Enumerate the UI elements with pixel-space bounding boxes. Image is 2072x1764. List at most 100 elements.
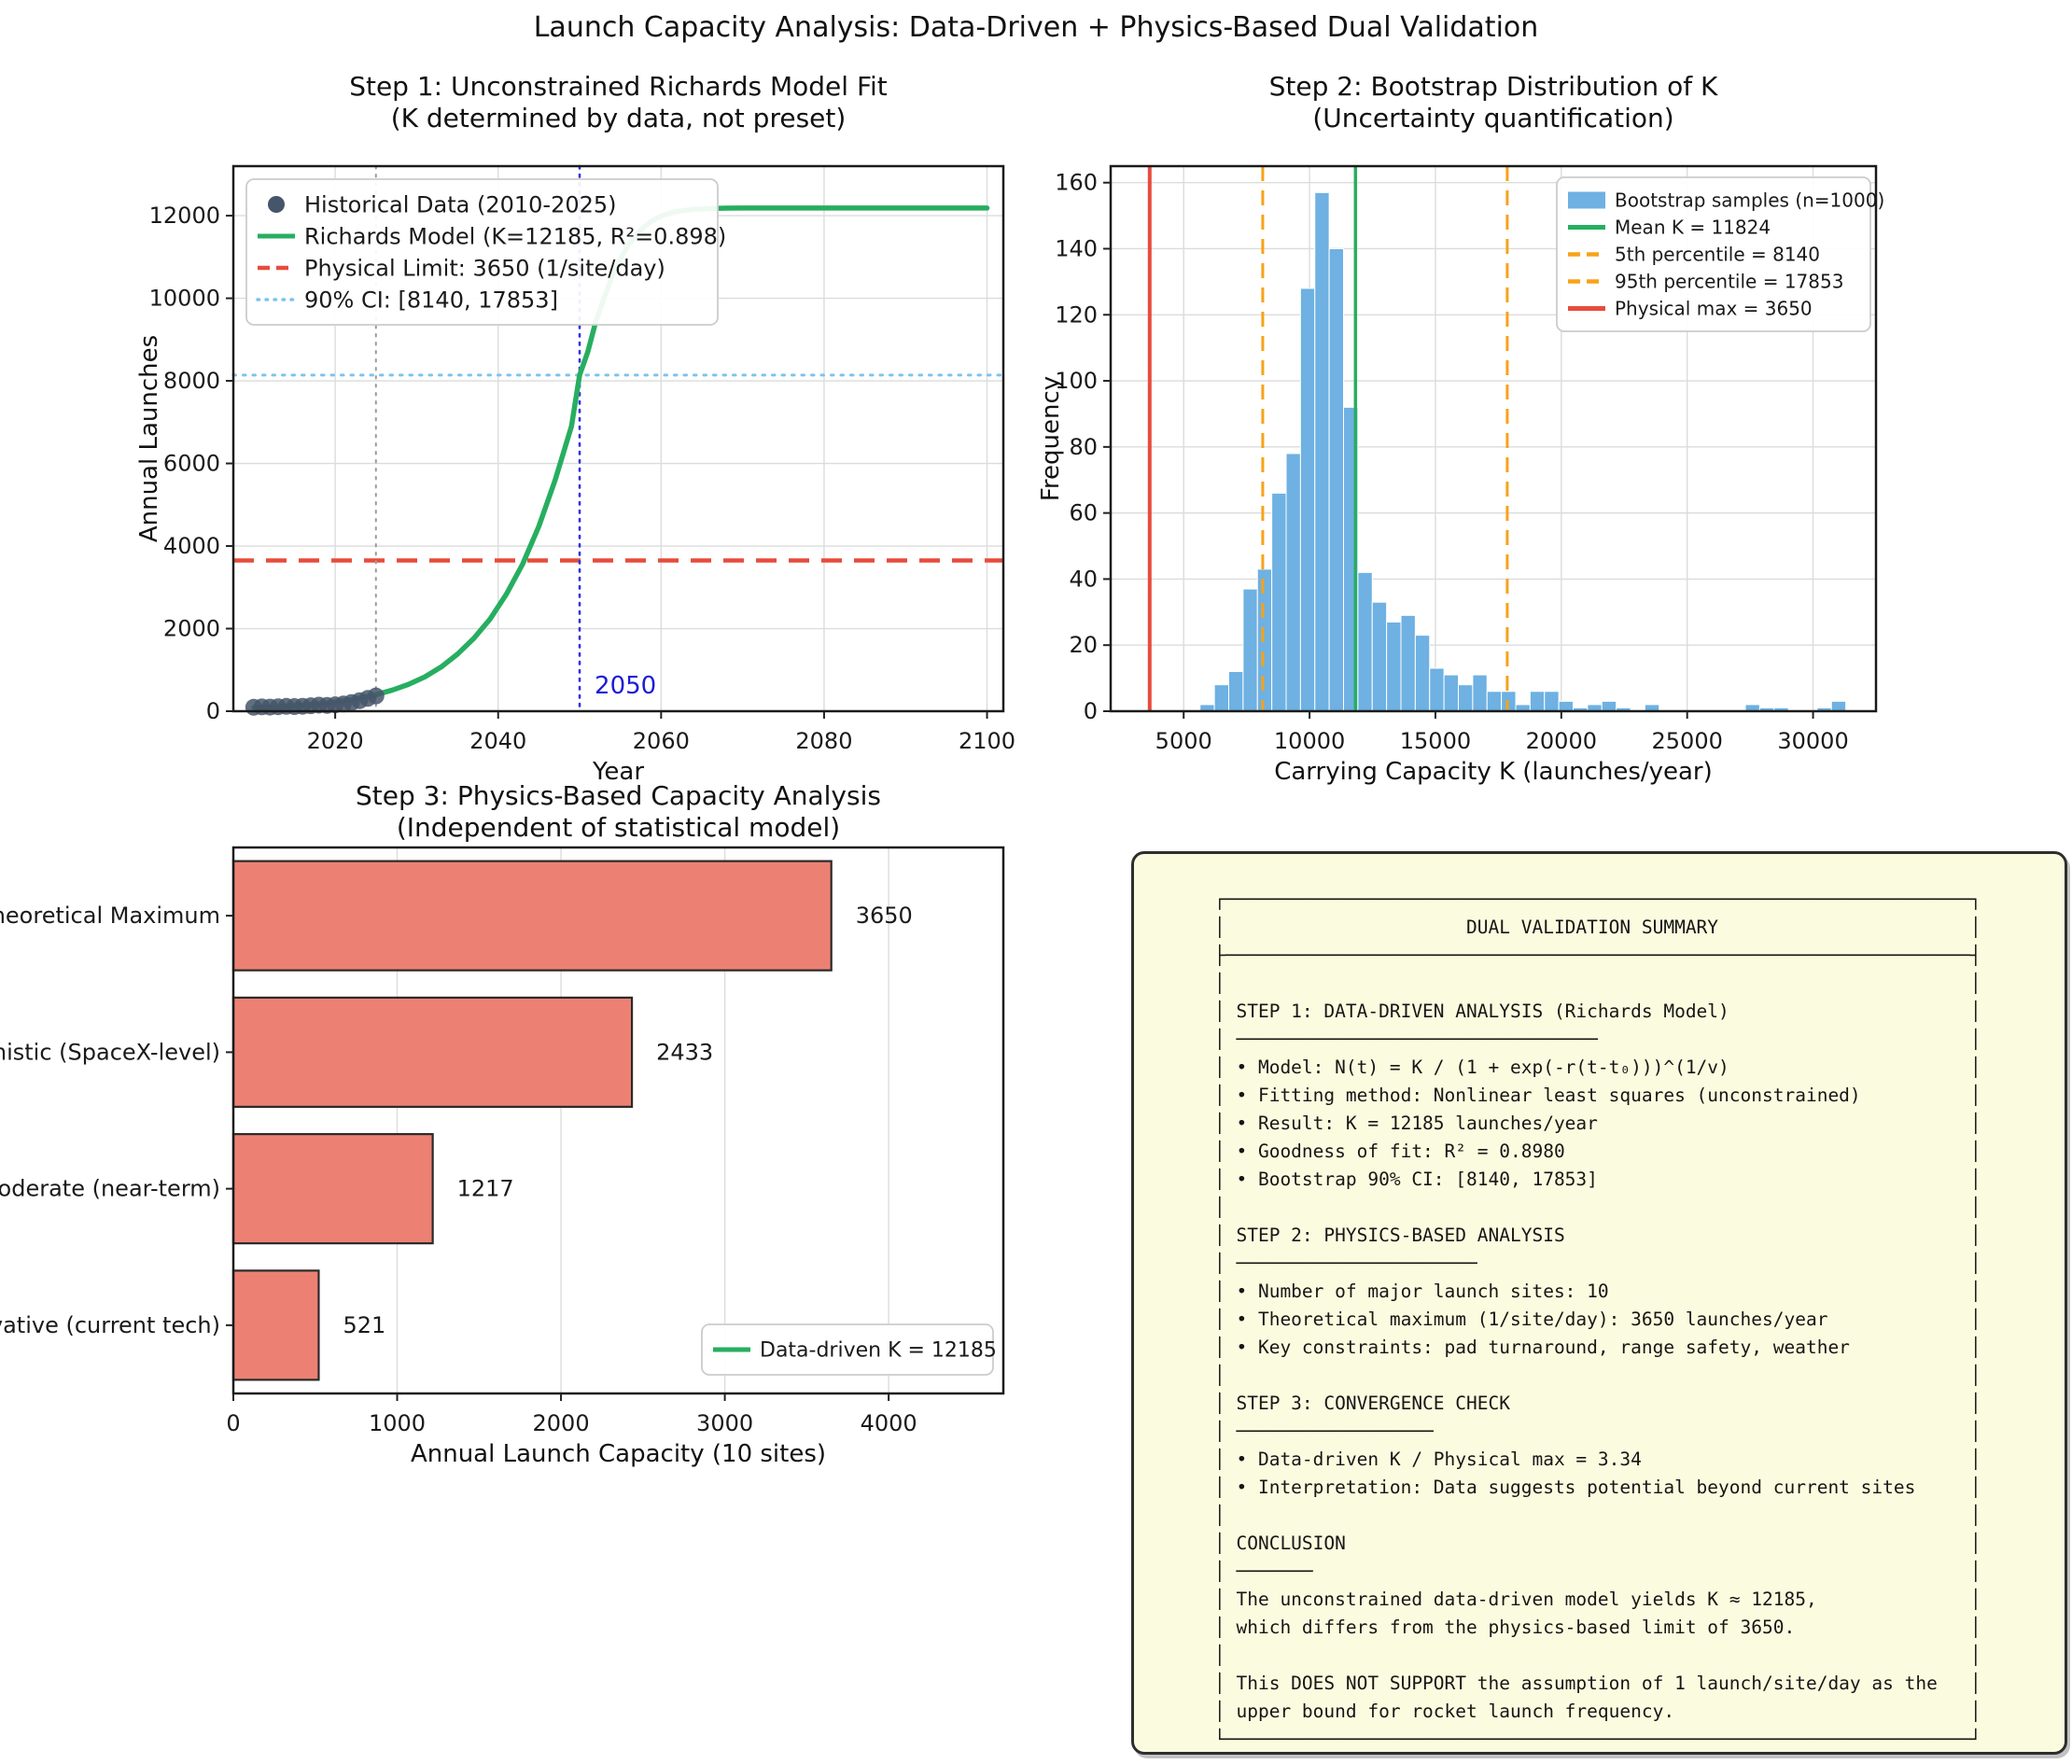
histogram-bar [1314,191,1330,712]
chart1-legend-label: Historical Data (2010-2025) [304,191,617,217]
chart2-legend-label: 5th percentile = 8140 [1615,244,1820,266]
chart2-title-line2: (Uncertainty quantification) [1312,103,1674,133]
bar-value-label: 521 [343,1312,385,1338]
x-tick-label: 25000 [1652,728,1723,754]
chart1-title-line2: (K determined by data, not preset) [390,103,847,133]
y-tick-label: 120 [1055,301,1098,328]
histogram-bar [1529,691,1546,712]
axes-border [231,164,1005,713]
chart2-legend-label: Mean K = 11824 [1615,217,1771,239]
chart3-title-line2: (Independent of statistical model) [396,812,841,843]
chart2-title: Step 2: Bootstrap Distribution of K (Unc… [1111,71,1876,134]
x-tick-label: 3000 [696,1410,753,1436]
y-tick-label: 0 [206,698,220,724]
chart2-xlabel: Carrying Capacity K (launches/year) [1274,758,1713,786]
axes-border [1109,164,1878,713]
chart1-legend-label: Richards Model (K=12185, R²=0.898) [304,223,726,249]
y-tick-label: 140 [1055,235,1098,261]
bar-value-label: 2433 [656,1039,713,1065]
chart1-legend-box [245,178,719,326]
category-label: Optimistic (SpaceX-level) [0,1039,220,1065]
chart1-ylabel: Annual Launches [135,334,163,543]
chart3-title-line1: Step 3: Physics-Based Capacity Analysis [356,780,881,811]
histogram-bar [1213,684,1230,712]
x-tick-label: 20000 [1526,728,1597,754]
histogram-bar [1472,674,1488,712]
y-tick-label: 6000 [163,451,220,477]
histogram-bar [1400,614,1416,712]
x-tick-label: 2060 [633,728,690,754]
x-tick-label: 2000 [533,1410,590,1436]
x-tick-label: 2080 [795,728,852,754]
y-tick-label: 0 [1084,698,1098,724]
y-tick-label: 40 [1069,566,1098,592]
y-tick-label: 12000 [149,203,220,229]
chart3-xlabel: Annual Launch Capacity (10 sites) [410,1440,827,1468]
histogram-bar [1458,684,1474,712]
axes-border [231,846,1005,1395]
x-tick-label: 5000 [1155,728,1212,754]
x-tick-label: 0 [226,1410,240,1436]
chart2-ylabel: Frequency [1037,375,1065,502]
histogram-bar [1371,601,1388,712]
y-tick-label: 60 [1069,500,1098,526]
y-tick-label: 80 [1069,434,1098,460]
chart2-legend-swatch-patch [1568,191,1605,209]
chart2-legend-box [1556,176,1871,332]
histogram-bar [1256,568,1273,712]
x-tick-label: 2020 [307,728,364,754]
summary-text: ┌───────────────────────────────────────… [1214,889,1981,1750]
histogram-bar [1328,247,1345,712]
x-tick-label: 2100 [959,728,1015,754]
histogram-bar [1357,571,1373,712]
capacity-bar [231,860,833,972]
chart1-title: Step 1: Unconstrained Richards Model Fit… [233,71,1003,134]
chart3-legend-box [701,1323,994,1376]
histogram-bar [1242,588,1258,712]
historical-data-point [367,687,385,705]
y-tick-label: 8000 [163,368,220,394]
histogram-bar [1429,667,1445,712]
y-tick-label: 4000 [163,533,220,559]
category-label: Conservative (current tech) [0,1312,220,1338]
category-label: Theoretical Maximum [0,903,220,929]
chart2-legend-label: Physical max = 3650 [1615,298,1813,320]
x-tick-label: 4000 [861,1410,917,1436]
histogram-bar [1271,492,1287,712]
x-tick-label: 15000 [1400,728,1471,754]
summary-panel: ┌───────────────────────────────────────… [1131,851,2067,1755]
chart3-legend-label: Data-driven K = 12185 [760,1339,997,1363]
annotation-2050: 2050 [595,672,656,700]
x-tick-label: 2040 [469,728,526,754]
histogram-bar [1443,674,1460,712]
bar-value-label: 3650 [856,903,913,929]
histogram-bar [1386,621,1402,712]
chart3-title: Step 3: Physics-Based Capacity Analysis … [233,780,1003,844]
y-tick-label: 10000 [149,286,220,312]
y-tick-label: 100 [1055,368,1098,394]
y-tick-label: 2000 [163,616,220,642]
y-tick-label: 20 [1069,632,1098,658]
histogram-bar [1414,635,1431,712]
capacity-bar [231,996,634,1108]
histogram-bar [1830,700,1847,712]
figure-title: Launch Capacity Analysis: Data-Driven + … [533,11,1539,44]
x-tick-label: 1000 [369,1410,426,1436]
histogram-bar [1285,453,1301,712]
chart1-title-line1: Step 1: Unconstrained Richards Model Fit [349,71,888,102]
histogram-bar [1299,287,1316,712]
capacity-bar [231,1133,434,1245]
chart2-title-line1: Step 2: Bootstrap Distribution of K [1268,71,1718,102]
chart2-legend-label: Bootstrap samples (n=1000) [1615,189,1884,212]
histogram-bar [1601,700,1617,712]
y-tick-label: 160 [1055,170,1098,196]
chart1-legend-label: Physical Limit: 3650 (1/site/day) [304,255,665,281]
bar-value-label: 1217 [457,1176,514,1202]
histogram-bar [1486,691,1503,712]
histogram-bar [1228,671,1244,712]
capacity-bar [231,1269,320,1381]
histogram-bar [1558,700,1575,712]
category-label: Moderate (near-term) [0,1176,220,1202]
